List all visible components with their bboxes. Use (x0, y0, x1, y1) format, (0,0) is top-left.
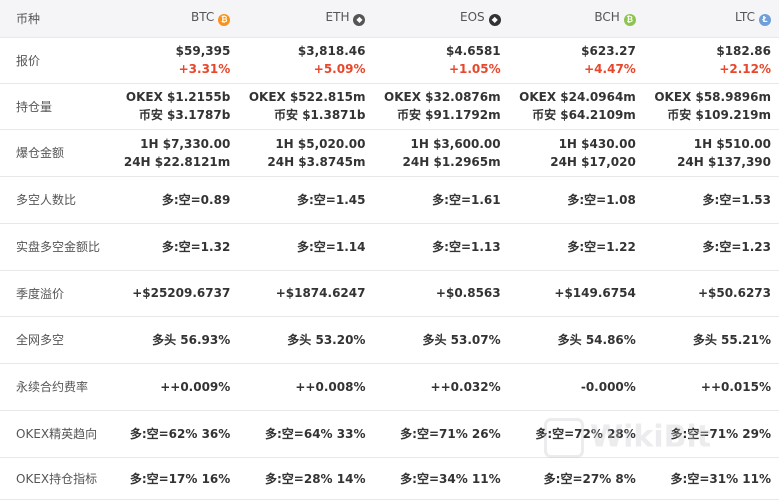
col-ltc[interactable]: LTC Ł (643, 0, 779, 38)
real-ratio-cell: 多:空=1.13 (373, 223, 509, 271)
row-label-ls-ratio: 多空人数比 (0, 176, 104, 224)
price-cell: $59,395 +3.31% (103, 37, 239, 84)
position-index-cell: 多:空=27% 8% (508, 457, 644, 500)
position-index-cell: 多:空=34% 11% (373, 457, 509, 500)
litecoin-icon: Ł (759, 14, 771, 27)
network-cell: 多头 54.86% (508, 316, 644, 364)
coin-name: ETH (325, 10, 350, 25)
price-cell: $182.86 +2.12% (643, 37, 779, 84)
elite-cell: 多:空=71% 26% (373, 410, 509, 458)
open-interest-cell: OKEX $522.815m 币安 $1.3871b (238, 83, 374, 130)
table-row: 多空人数比 多:空=0.89 多:空=1.45 多:空=1.61 多:空=1.0… (0, 176, 779, 224)
real-ratio-cell: 多:空=1.23 (643, 223, 779, 271)
col-btc[interactable]: BTC ₿ (103, 0, 239, 38)
bitcoin-icon: ₿ (218, 14, 231, 27)
network-cell: 多头 53.07% (373, 316, 509, 364)
elite-cell: 多:空=72% 28% (508, 410, 644, 458)
real-ratio-cell: 多:空=1.14 (238, 223, 374, 271)
funding-cell: ++0.008% (238, 363, 374, 411)
row-label-position-index: OKEX持仓指标 (0, 457, 104, 500)
ls-ratio-cell: 多:空=1.08 (508, 176, 644, 224)
header-row: 币种 BTC ₿ ETH ◆ EOS ◆ BCH ₿ LTC Ł (0, 0, 779, 38)
table-row: 全网多空 多头 56.93% 多头 53.20% 多头 53.07% 多头 54… (0, 316, 779, 364)
row-label-funding: 永续合约费率 (0, 363, 104, 411)
funding-cell: ++0.015% (643, 363, 779, 411)
table-row: OKEX持仓指标 多:空=17% 16% 多:空=28% 14% 多:空=34%… (0, 457, 779, 500)
coin-name: BTC (191, 10, 215, 25)
funding-cell: ++0.032% (373, 363, 509, 411)
position-index-cell: 多:空=28% 14% (238, 457, 374, 500)
network-cell: 多头 53.20% (238, 316, 374, 364)
table-row: 季度溢价 +$25209.6737 +$1874.6247 +$0.8563 +… (0, 270, 779, 317)
ethereum-icon: ◆ (353, 14, 366, 27)
liquidation-cell: 1H $3,600.00 24H $1.2965m (373, 129, 509, 177)
ls-ratio-cell: 多:空=1.45 (238, 176, 374, 224)
coin-name: EOS (459, 10, 485, 25)
network-cell: 多头 56.93% (103, 316, 239, 364)
col-eth[interactable]: ETH ◆ (238, 0, 374, 38)
ls-ratio-cell: 多:空=0.89 (103, 176, 239, 224)
elite-cell: 多:空=62% 36% (103, 410, 239, 458)
premium-cell: +$25209.6737 (103, 270, 239, 317)
col-eos[interactable]: EOS ◆ (373, 0, 509, 38)
real-ratio-cell: 多:空=1.22 (508, 223, 644, 271)
table-row: 报价 $59,395 +3.31% $3,818.46 +5.09% $4.6581… (0, 37, 779, 84)
table-row: OKEX精英趋向 多:空=62% 36% 多:空=64% 33% 多:空=71%… (0, 410, 779, 458)
premium-cell: +$0.8563 (373, 270, 509, 317)
open-interest-cell: OKEX $58.9896m 币安 $109.219m (643, 83, 779, 130)
open-interest-cell: OKEX $1.2155b 币安 $3.1787b (103, 83, 239, 130)
ls-ratio-cell: 多:空=1.61 (373, 176, 509, 224)
premium-cell: +$50.6273 (643, 270, 779, 317)
open-interest-cell: OKEX $24.0964m 币安 $64.2109m (508, 83, 644, 130)
table-row: 爆仓金额 1H $7,330.00 24H $22.8121m 1H $5,020… (0, 129, 779, 177)
coin-label: 币种 (0, 0, 104, 38)
position-index-cell: 多:空=17% 16% (103, 457, 239, 500)
premium-cell: +$1874.6247 (238, 270, 374, 317)
row-label-price: 报价 (0, 37, 104, 84)
open-interest-cell: OKEX $32.0876m 币安 $91.1792m (373, 83, 509, 130)
eos-icon: ◆ (488, 14, 501, 27)
coin-name: LTC (734, 10, 755, 25)
price-cell: $3,818.46 +5.09% (238, 37, 374, 84)
row-label-elite: OKEX精英趋向 (0, 410, 104, 458)
ls-ratio-cell: 多:空=1.53 (643, 176, 779, 224)
price-cell: $623.27 +4.47% (508, 37, 644, 84)
row-label-liquidation: 爆仓金额 (0, 129, 104, 177)
liquidation-cell: 1H $7,330.00 24H $22.8121m (103, 129, 239, 177)
funding-cell: -0.000% (508, 363, 644, 411)
table-row: 实盘多空金额比 多:空=1.32 多:空=1.14 多:空=1.13 多:空=1… (0, 223, 779, 271)
col-bch[interactable]: BCH ₿ (508, 0, 644, 38)
row-label-open-interest: 持仓量 (0, 83, 104, 130)
table-row: 永续合约费率 ++0.009% ++0.008% ++0.032% -0.000… (0, 363, 779, 411)
network-cell: 多头 55.21% (643, 316, 779, 364)
table-row: 持仓量 OKEX $1.2155b 币安 $3.1787b OKEX $522.8… (0, 83, 779, 130)
coin-name: BCH (594, 10, 620, 25)
liquidation-cell: 1H $5,020.00 24H $3.8745m (238, 129, 374, 177)
bitcoin-cash-icon: ₿ (623, 14, 636, 27)
row-label-real-ratio: 实盘多空金额比 (0, 223, 104, 271)
premium-cell: +$149.6754 (508, 270, 644, 317)
funding-cell: ++0.009% (103, 363, 239, 411)
row-label-premium: 季度溢价 (0, 270, 104, 317)
elite-cell: 多:空=71% 29% (643, 410, 779, 458)
real-ratio-cell: 多:空=1.32 (103, 223, 239, 271)
position-index-cell: 多:空=31% 11% (643, 457, 779, 500)
liquidation-cell: 1H $430.00 24H $17,020 (508, 129, 644, 177)
row-label-network: 全网多空 (0, 316, 104, 364)
elite-cell: 多:空=64% 33% (238, 410, 374, 458)
liquidation-cell: 1H $510.00 24H $137,390 (643, 129, 779, 177)
price-cell: $4.6581 +1.05% (373, 37, 509, 84)
